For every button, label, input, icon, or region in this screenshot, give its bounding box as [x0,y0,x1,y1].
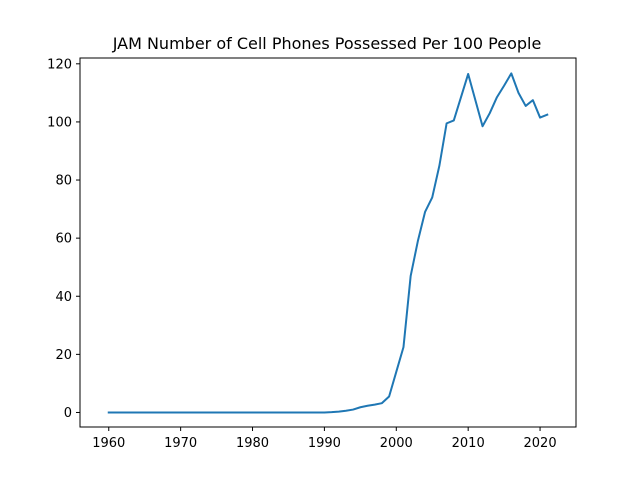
data-point [280,411,282,413]
data-point [474,99,476,101]
data-point [180,411,182,413]
data-point [223,411,225,413]
data-point [359,406,361,408]
data-point [417,240,419,242]
data-point [539,117,541,119]
data-point [395,371,397,373]
data-point [496,96,498,98]
data-point [517,92,519,94]
data-point [230,411,232,413]
data-point [172,411,174,413]
x-tick-label: 1990 [308,436,341,451]
data-point [482,125,484,127]
data-point [151,411,153,413]
data-point [208,411,210,413]
data-point [460,96,462,98]
data-point [503,85,505,87]
data-point [532,99,534,101]
data-point [201,411,203,413]
y-axis: 0 20 40 60 80 100 120 [47,57,80,421]
data-point [115,411,117,413]
x-tick-label: 1960 [92,436,125,451]
x-tick-label: 2010 [452,436,485,451]
data-point [446,122,448,124]
data-point [158,411,160,413]
data-point [137,411,139,413]
data-point [438,165,440,167]
y-tick-label: 20 [55,348,72,363]
data-point [367,405,369,407]
data-point [237,411,239,413]
x-tick-label: 2020 [524,436,557,451]
data-point [295,411,297,413]
data-point [244,411,246,413]
data-point [453,119,455,121]
x-axis: 1960 1970 1980 1990 2000 2010 2020 [92,427,557,451]
y-tick-label: 0 [64,406,72,421]
data-point [546,114,548,116]
data-point [309,411,311,413]
data-point [510,72,512,74]
data-point [316,411,318,413]
series-line [107,72,549,414]
data-point [287,411,289,413]
data-point [388,395,390,397]
x-tick-label: 2000 [380,436,413,451]
y-tick-label: 40 [55,290,72,305]
data-point [273,411,275,413]
data-point [194,411,196,413]
data-point [216,411,218,413]
x-tick-label: 1980 [236,436,269,451]
data-point [374,404,376,406]
data-point [424,211,426,213]
data-point [122,411,124,413]
data-point [345,410,347,412]
series-group [107,72,549,414]
data-point [302,411,304,413]
data-point [525,105,527,107]
data-point [431,196,433,198]
data-point [187,411,189,413]
data-point [402,346,404,348]
y-tick-label: 120 [47,57,72,72]
data-point [165,411,167,413]
data-point [338,411,340,413]
data-point [489,112,491,114]
chart-title: JAM Number of Cell Phones Possessed Per … [112,34,542,53]
plot-frame [79,57,577,428]
data-point [108,411,110,413]
data-point [323,411,325,413]
data-point [252,411,254,413]
data-point [259,411,261,413]
data-point [129,411,131,413]
data-point [467,73,469,75]
x-tick-label: 1970 [164,436,197,451]
y-tick-label: 80 [55,174,72,189]
data-point [266,411,268,413]
y-tick-label: 100 [47,115,72,130]
data-point [352,409,354,411]
y-tick-label: 60 [55,232,72,247]
data-point [410,275,412,277]
data-point [381,402,383,404]
data-point [144,411,146,413]
data-point [331,411,333,413]
